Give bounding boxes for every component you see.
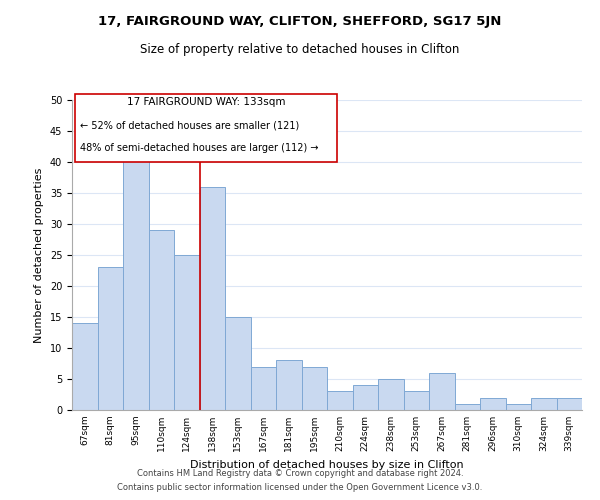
Bar [429, 373, 455, 410]
Bar [72, 323, 97, 410]
Bar [276, 360, 302, 410]
Bar [327, 392, 353, 410]
FancyBboxPatch shape [74, 94, 337, 162]
Text: 48% of semi-detached houses are larger (112) →: 48% of semi-detached houses are larger (… [80, 144, 318, 154]
Y-axis label: Number of detached properties: Number of detached properties [34, 168, 44, 342]
Bar [378, 379, 404, 410]
Bar [97, 268, 123, 410]
Bar [123, 156, 149, 410]
Text: 17, FAIRGROUND WAY, CLIFTON, SHEFFORD, SG17 5JN: 17, FAIRGROUND WAY, CLIFTON, SHEFFORD, S… [98, 15, 502, 28]
Text: Contains HM Land Registry data © Crown copyright and database right 2024.: Contains HM Land Registry data © Crown c… [137, 468, 463, 477]
Text: Contains public sector information licensed under the Open Government Licence v3: Contains public sector information licen… [118, 484, 482, 492]
Bar [225, 317, 251, 410]
Bar [404, 392, 429, 410]
Bar [353, 385, 378, 410]
X-axis label: Distribution of detached houses by size in Clifton: Distribution of detached houses by size … [190, 460, 464, 469]
Text: Size of property relative to detached houses in Clifton: Size of property relative to detached ho… [140, 42, 460, 56]
Text: 17 FAIRGROUND WAY: 133sqm: 17 FAIRGROUND WAY: 133sqm [127, 97, 285, 107]
Bar [480, 398, 505, 410]
Bar [531, 398, 557, 410]
Bar [174, 255, 199, 410]
Bar [557, 398, 582, 410]
Bar [302, 366, 327, 410]
Bar [505, 404, 531, 410]
Bar [149, 230, 174, 410]
Text: ← 52% of detached houses are smaller (121): ← 52% of detached houses are smaller (12… [80, 120, 299, 130]
Bar [251, 366, 276, 410]
Bar [455, 404, 480, 410]
Bar [199, 187, 225, 410]
